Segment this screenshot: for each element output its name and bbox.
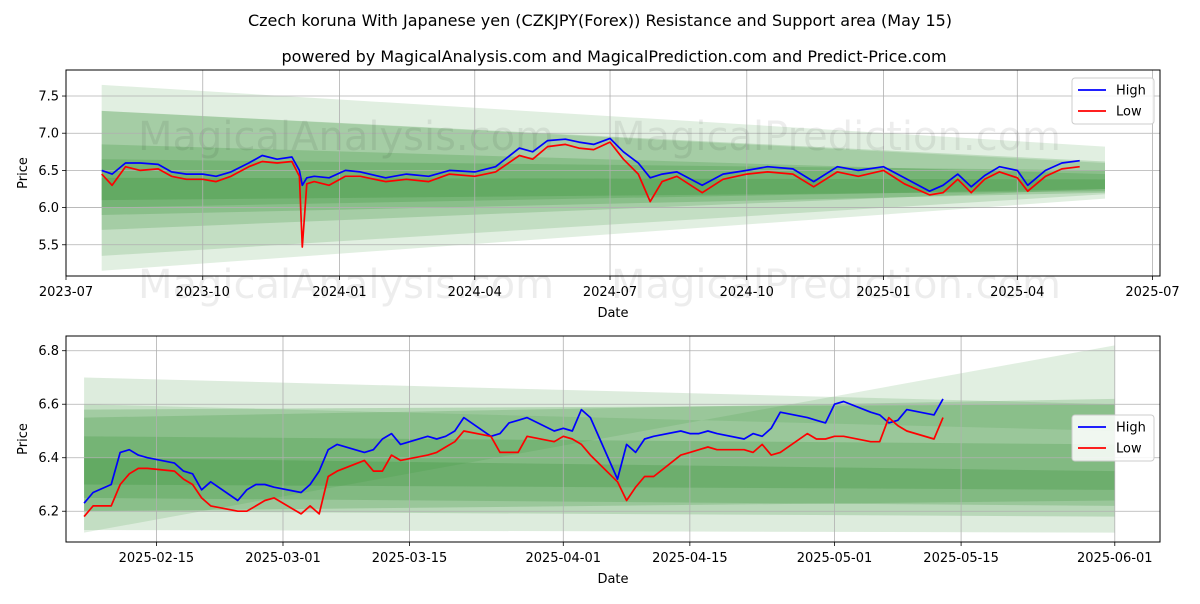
x-tick-label: 2025-03-01: [245, 551, 321, 566]
watermark-text: MagicalPrediction.com: [611, 262, 1061, 308]
band-0: [101, 84, 1106, 271]
x-tick-label: 2023-10: [176, 285, 230, 300]
series-low-line: [83, 416, 944, 518]
plot-frame: [65, 69, 1161, 277]
y-tick-label: 6.2: [38, 505, 59, 520]
x-tick-label: 2025-02-15: [119, 551, 195, 566]
series-high-line: [83, 398, 944, 504]
series-high-line: [101, 137, 1080, 193]
y-tick-label: 7.0: [38, 127, 59, 142]
x-tick-label: 2024-04: [448, 285, 502, 300]
y-tick-label: 6.8: [38, 344, 59, 359]
legend-label-high: High: [1116, 421, 1146, 436]
x-tick-label: 2025-04: [990, 285, 1044, 300]
band-1: [84, 377, 1115, 533]
x-tick-label: 2024-10: [720, 285, 774, 300]
y-axis-label: Price: [16, 423, 31, 455]
x-tick-label: 2025-05-15: [923, 551, 999, 566]
x-tick-label: 2025-04-15: [652, 551, 728, 566]
watermark-text: MagicalPrediction.com: [611, 114, 1061, 160]
plot-frame: [65, 335, 1161, 543]
top-panel: 2023-07 2023-10 2024-01 2024-04 2024-07 2024-…: [16, 69, 1180, 321]
y-tick-label: 6.0: [38, 201, 59, 216]
band-5: [101, 177, 1106, 201]
y-tick-label: 7.5: [38, 90, 59, 105]
band-5: [84, 457, 1115, 490]
x-tick-label: 2023-07: [39, 285, 93, 300]
band-4: [84, 436, 1115, 506]
x-tick-label: 2025-07: [1125, 285, 1179, 300]
x-tick-label: 2025-03-15: [372, 551, 448, 566]
series-low-line: [101, 141, 1080, 248]
y-tick-label: 6.5: [38, 164, 59, 179]
watermark-text: MagicalAnalysis.com: [138, 262, 554, 308]
bottom-panel: 2025-02-15 2025-03-01 2025-03-15 2025-04-01…: [16, 262, 1161, 587]
band-1: [101, 110, 1106, 256]
y-tick-label: 6.4: [38, 451, 59, 466]
chart-title: Czech koruna With Japanese yen (CZKJPY(F…: [248, 11, 952, 30]
x-tick-label: 2024-01: [312, 285, 366, 300]
x-tick-label: 2025-05-01: [797, 551, 873, 566]
y-tick-label: 5.5: [38, 238, 59, 253]
x-axis-label: Date: [597, 306, 628, 321]
x-tick-label: 2025-04-01: [525, 551, 601, 566]
x-axis-label: Date: [597, 572, 628, 587]
watermark-text: MagicalAnalysis.com: [138, 114, 554, 160]
chart-subtitle: powered by MagicalAnalysis.com and Magic…: [281, 47, 946, 66]
x-tick-label: 2025-06-01: [1077, 551, 1153, 566]
y-tick-label: 6.6: [38, 398, 59, 413]
x-tick-label: 2024-07: [583, 285, 637, 300]
legend-label-high: High: [1116, 84, 1146, 99]
y-axis-label: Price: [16, 157, 31, 189]
legend-label-low: Low: [1116, 105, 1142, 120]
x-tick-label: 2025-01: [856, 285, 910, 300]
band-3: [101, 144, 1106, 216]
legend-label-low: Low: [1116, 442, 1142, 457]
